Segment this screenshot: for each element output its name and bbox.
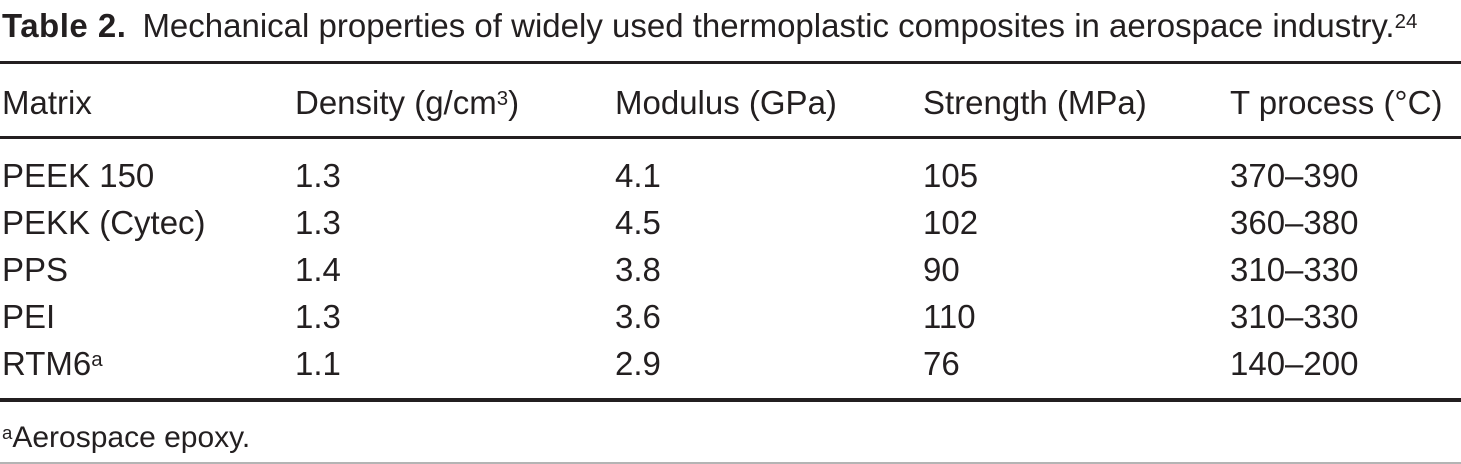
cell-density: 1.4 bbox=[295, 251, 341, 288]
column-header-matrix: Matrix bbox=[2, 84, 92, 121]
cell-matrix: PEEK 150 bbox=[2, 157, 155, 194]
cell-t-process: 360–380 bbox=[1230, 204, 1359, 241]
cell-density: 1.3 bbox=[295, 204, 341, 241]
table-row: PEKK (Cytec) 1.3 4.5 102 360–380 bbox=[2, 199, 1461, 246]
table-caption: Table 2. Mechanical properties of widely … bbox=[2, 4, 1459, 48]
table-caption-text: Mechanical properties of widely used the… bbox=[142, 7, 1395, 44]
cell-strength: 110 bbox=[923, 298, 976, 335]
cell-density: 1.1 bbox=[295, 345, 341, 382]
cell-density: 1.3 bbox=[295, 157, 341, 194]
cell-t-process: 140–200 bbox=[1230, 345, 1359, 382]
column-header-t-process: T process (°C) bbox=[1230, 84, 1443, 121]
column-header-strength: Strength (MPa) bbox=[923, 84, 1147, 121]
table-footnote: aAerospace epoxy. bbox=[2, 418, 250, 458]
top-rule bbox=[0, 61, 1461, 64]
table-header-row: Matrix Density (g/cm3) Modulus (GPa) Str… bbox=[2, 74, 1461, 132]
table-row: PEI 1.3 3.6 110 310–330 bbox=[2, 293, 1461, 340]
footnote-marker-superscript: a bbox=[91, 347, 103, 371]
header-rule bbox=[0, 136, 1461, 139]
page-bottom-hairline bbox=[0, 462, 1461, 464]
citation-superscript: 24 bbox=[1394, 9, 1418, 33]
cell-density: 1.3 bbox=[295, 298, 341, 335]
cell-matrix: PEKK (Cytec) bbox=[2, 204, 206, 241]
cell-modulus: 4.1 bbox=[615, 157, 661, 194]
cell-strength: 76 bbox=[923, 345, 960, 382]
cell-matrix: RTM6a bbox=[2, 345, 103, 382]
table-row: RTM6a 1.1 2.9 76 140–200 bbox=[2, 340, 1461, 387]
cell-matrix: PPS bbox=[2, 251, 69, 288]
cell-t-process: 310–330 bbox=[1230, 298, 1359, 335]
cell-modulus: 3.8 bbox=[615, 251, 661, 288]
table-row: PEEK 150 1.3 4.1 105 370–390 bbox=[2, 152, 1461, 199]
cell-t-process: 370–390 bbox=[1230, 157, 1359, 194]
cell-modulus: 2.9 bbox=[615, 345, 661, 382]
table-body: PEEK 150 1.3 4.1 105 370–390 PEKK (Cytec… bbox=[2, 152, 1461, 387]
table-number-label: Table 2. bbox=[2, 7, 127, 44]
footnote-marker: a bbox=[2, 421, 13, 443]
cell-t-process: 310–330 bbox=[1230, 251, 1359, 288]
cell-modulus: 4.5 bbox=[615, 204, 661, 241]
cell-strength: 102 bbox=[923, 204, 979, 241]
cell-strength: 90 bbox=[923, 251, 960, 288]
footnote-text: Aerospace epoxy. bbox=[12, 421, 251, 454]
cell-modulus: 3.6 bbox=[615, 298, 661, 335]
bottom-rule bbox=[0, 398, 1461, 402]
cell-matrix: PEI bbox=[2, 298, 56, 335]
column-header-modulus: Modulus (GPa) bbox=[615, 84, 837, 121]
cell-strength: 105 bbox=[923, 157, 979, 194]
column-header-density: Density (g/cm3) bbox=[295, 84, 520, 121]
table-row: PPS 1.4 3.8 90 310–330 bbox=[2, 246, 1461, 293]
